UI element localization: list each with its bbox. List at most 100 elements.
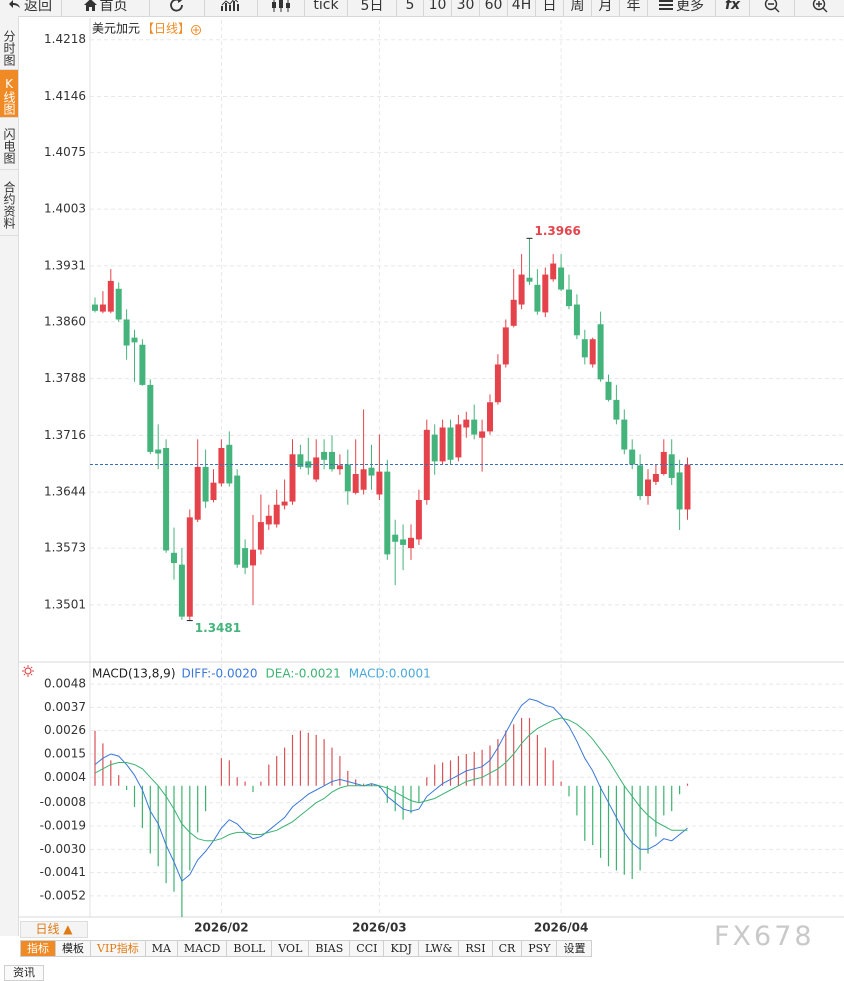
zoom-in-button[interactable] bbox=[795, 0, 844, 16]
refresh-icon bbox=[170, 0, 183, 12]
zoom-out-button[interactable] bbox=[750, 0, 795, 16]
indicator-tab[interactable]: MA bbox=[145, 940, 178, 957]
back-icon bbox=[9, 0, 20, 8]
indicator-tab[interactable]: LW& bbox=[418, 940, 460, 957]
back-button[interactable]: 返回 bbox=[0, 0, 62, 16]
indicator-tab[interactable]: BOLL bbox=[227, 940, 273, 957]
candle-body bbox=[487, 402, 493, 432]
candle-body bbox=[621, 419, 628, 450]
candle-body bbox=[265, 515, 272, 525]
candle-body bbox=[321, 451, 328, 460]
y-tick-label: -0.0030 bbox=[40, 842, 86, 856]
candle-body bbox=[589, 339, 596, 365]
candle-body bbox=[384, 471, 391, 555]
indicator-tab[interactable]: VOL bbox=[272, 940, 310, 957]
more-button[interactable]: 更多 bbox=[648, 0, 716, 16]
candle-body bbox=[542, 274, 549, 313]
indicator-tab[interactable]: KDJ bbox=[384, 940, 419, 957]
candle-body bbox=[502, 327, 509, 365]
sidebar-tab-active[interactable]: K线图 bbox=[0, 70, 18, 118]
candle-body bbox=[352, 473, 359, 493]
formula-button[interactable]: fx bbox=[716, 0, 750, 16]
period-5[interactable]: 5 bbox=[397, 0, 424, 16]
indicator-tab[interactable]: 模板 bbox=[56, 940, 91, 957]
x-tick-label: 2026/02 bbox=[194, 921, 248, 935]
sidebar-tab[interactable]: 闪电图 bbox=[0, 118, 18, 170]
y-tick-label: 0.0015 bbox=[44, 746, 86, 760]
candle-body bbox=[202, 466, 209, 502]
candle-body bbox=[257, 522, 264, 550]
refresh-button[interactable] bbox=[150, 0, 205, 16]
candle-body bbox=[605, 381, 612, 400]
period-10[interactable]: 10 bbox=[424, 0, 452, 16]
macd-line bbox=[94, 698, 688, 882]
period-5d[interactable]: 5日 bbox=[348, 0, 397, 16]
period-label: 30 bbox=[456, 0, 475, 13]
candle-body bbox=[289, 454, 296, 502]
candle-body bbox=[637, 465, 644, 497]
candle-body bbox=[439, 427, 446, 462]
indicator-tab[interactable]: VIP指标 bbox=[91, 940, 146, 957]
indicator-icon[interactable] bbox=[22, 665, 34, 677]
news-tab[interactable]: 资讯 bbox=[4, 965, 44, 981]
chart-type-icon bbox=[221, 0, 239, 11]
home-icon bbox=[83, 0, 97, 11]
candle-body bbox=[210, 482, 217, 500]
x-tick-label: 2026/04 bbox=[534, 921, 588, 935]
sidebar: 分时图 K线图 闪电图 合约资料 bbox=[0, 16, 19, 936]
y-tick-label: 0.0037 bbox=[44, 700, 86, 714]
candle-body bbox=[139, 344, 146, 385]
candle-body bbox=[550, 263, 557, 280]
y-tick-label: 1.4218 bbox=[44, 32, 86, 46]
indicator-tab[interactable]: BIAS bbox=[309, 940, 351, 957]
indicator-tab[interactable]: RSI bbox=[459, 940, 493, 957]
indicator-tab[interactable]: 设置 bbox=[557, 940, 593, 957]
candle-body bbox=[186, 517, 193, 617]
period-30[interactable]: 30 bbox=[452, 0, 480, 16]
candle-body bbox=[131, 337, 138, 343]
candle-body bbox=[408, 537, 414, 549]
y-tick-label: 1.3644 bbox=[44, 485, 86, 499]
home-button[interactable]: 首页 bbox=[62, 0, 150, 16]
home-label: 首页 bbox=[99, 0, 128, 14]
period-4h[interactable]: 4H bbox=[508, 0, 536, 16]
sidebar-tab[interactable]: 合约资料 bbox=[0, 170, 18, 236]
candle-body bbox=[652, 473, 659, 482]
period-year[interactable]: 年 bbox=[620, 0, 648, 16]
indicator-tab[interactable]: CR bbox=[492, 940, 523, 957]
y-tick-label: 1.3716 bbox=[44, 428, 86, 442]
candle-body bbox=[518, 274, 525, 305]
period-60[interactable]: 60 bbox=[480, 0, 508, 16]
indicator-tab[interactable]: 指标 bbox=[20, 940, 56, 957]
candle-body bbox=[447, 427, 454, 460]
formula-label: fx bbox=[724, 0, 741, 13]
candle-body bbox=[558, 267, 565, 290]
sidebar-tab[interactable]: 分时图 bbox=[0, 22, 18, 70]
high-label: 1.3966 bbox=[535, 224, 581, 238]
period-button[interactable]: 日线 ▲ bbox=[20, 921, 88, 938]
candle-type-button[interactable] bbox=[258, 0, 305, 16]
candle-body bbox=[510, 299, 517, 326]
indicator-tab[interactable]: PSY bbox=[522, 940, 558, 957]
period-day[interactable]: 日 bbox=[536, 0, 564, 16]
add-icon[interactable] bbox=[191, 25, 202, 35]
period-tick[interactable]: tick bbox=[305, 0, 348, 16]
period-month[interactable]: 月 bbox=[592, 0, 620, 16]
candle-body bbox=[613, 399, 620, 420]
chart-type-button[interactable] bbox=[205, 0, 258, 16]
period-week[interactable]: 周 bbox=[564, 0, 592, 16]
candle-body bbox=[163, 447, 170, 551]
indicator-tab[interactable]: MACD bbox=[177, 940, 228, 957]
y-tick-label: -0.0008 bbox=[40, 795, 86, 809]
candle-body bbox=[660, 451, 667, 474]
indicator-tab[interactable]: CCI bbox=[350, 940, 385, 957]
period-label: 4H bbox=[511, 0, 532, 13]
candle-body bbox=[684, 464, 691, 510]
toolbar: 返回 首页 tick 5日 5 10 30 60 4H 日 周 月 年 更多 f… bbox=[0, 0, 844, 17]
candle-body bbox=[376, 471, 383, 495]
period-tick-label: tick bbox=[313, 0, 339, 13]
y-tick-label: -0.0041 bbox=[40, 865, 86, 879]
candle-body bbox=[415, 500, 422, 540]
candle-body bbox=[676, 472, 683, 510]
